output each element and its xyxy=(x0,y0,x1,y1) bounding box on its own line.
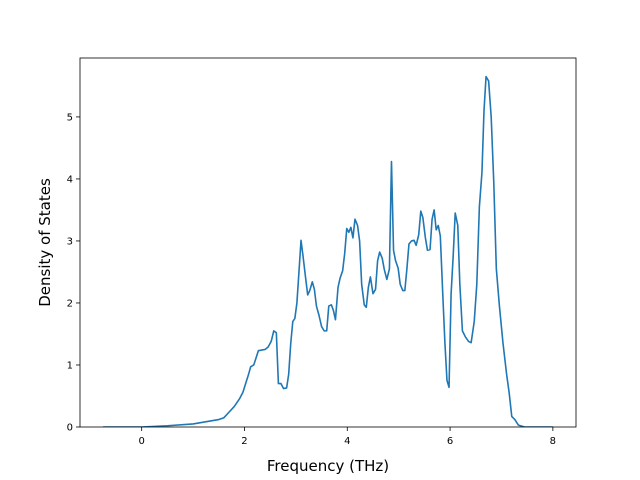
x-tick-label: 4 xyxy=(344,436,350,447)
y-tick-label: 1 xyxy=(67,360,73,371)
dos-series-line xyxy=(103,75,553,427)
y-tick-label: 5 xyxy=(67,112,73,123)
y-tick-label: 2 xyxy=(67,298,73,309)
y-axis: 0 1 2 3 4 5 xyxy=(67,112,80,434)
y-tick-label: 3 xyxy=(67,236,73,247)
x-tick-label: 0 xyxy=(138,436,144,447)
axes-frame xyxy=(79,57,577,428)
x-tick-label: 2 xyxy=(241,436,247,447)
x-tick-label: 8 xyxy=(550,436,556,447)
x-axis-title: Frequency (THz) xyxy=(267,457,389,475)
y-tick-label: 0 xyxy=(67,423,73,434)
x-tick-label: 6 xyxy=(447,436,453,447)
y-axis-title: Density of States xyxy=(36,178,54,307)
x-axis: 0 2 4 6 8 xyxy=(138,427,556,447)
plot-area xyxy=(103,75,553,427)
y-tick-label: 4 xyxy=(67,174,73,185)
